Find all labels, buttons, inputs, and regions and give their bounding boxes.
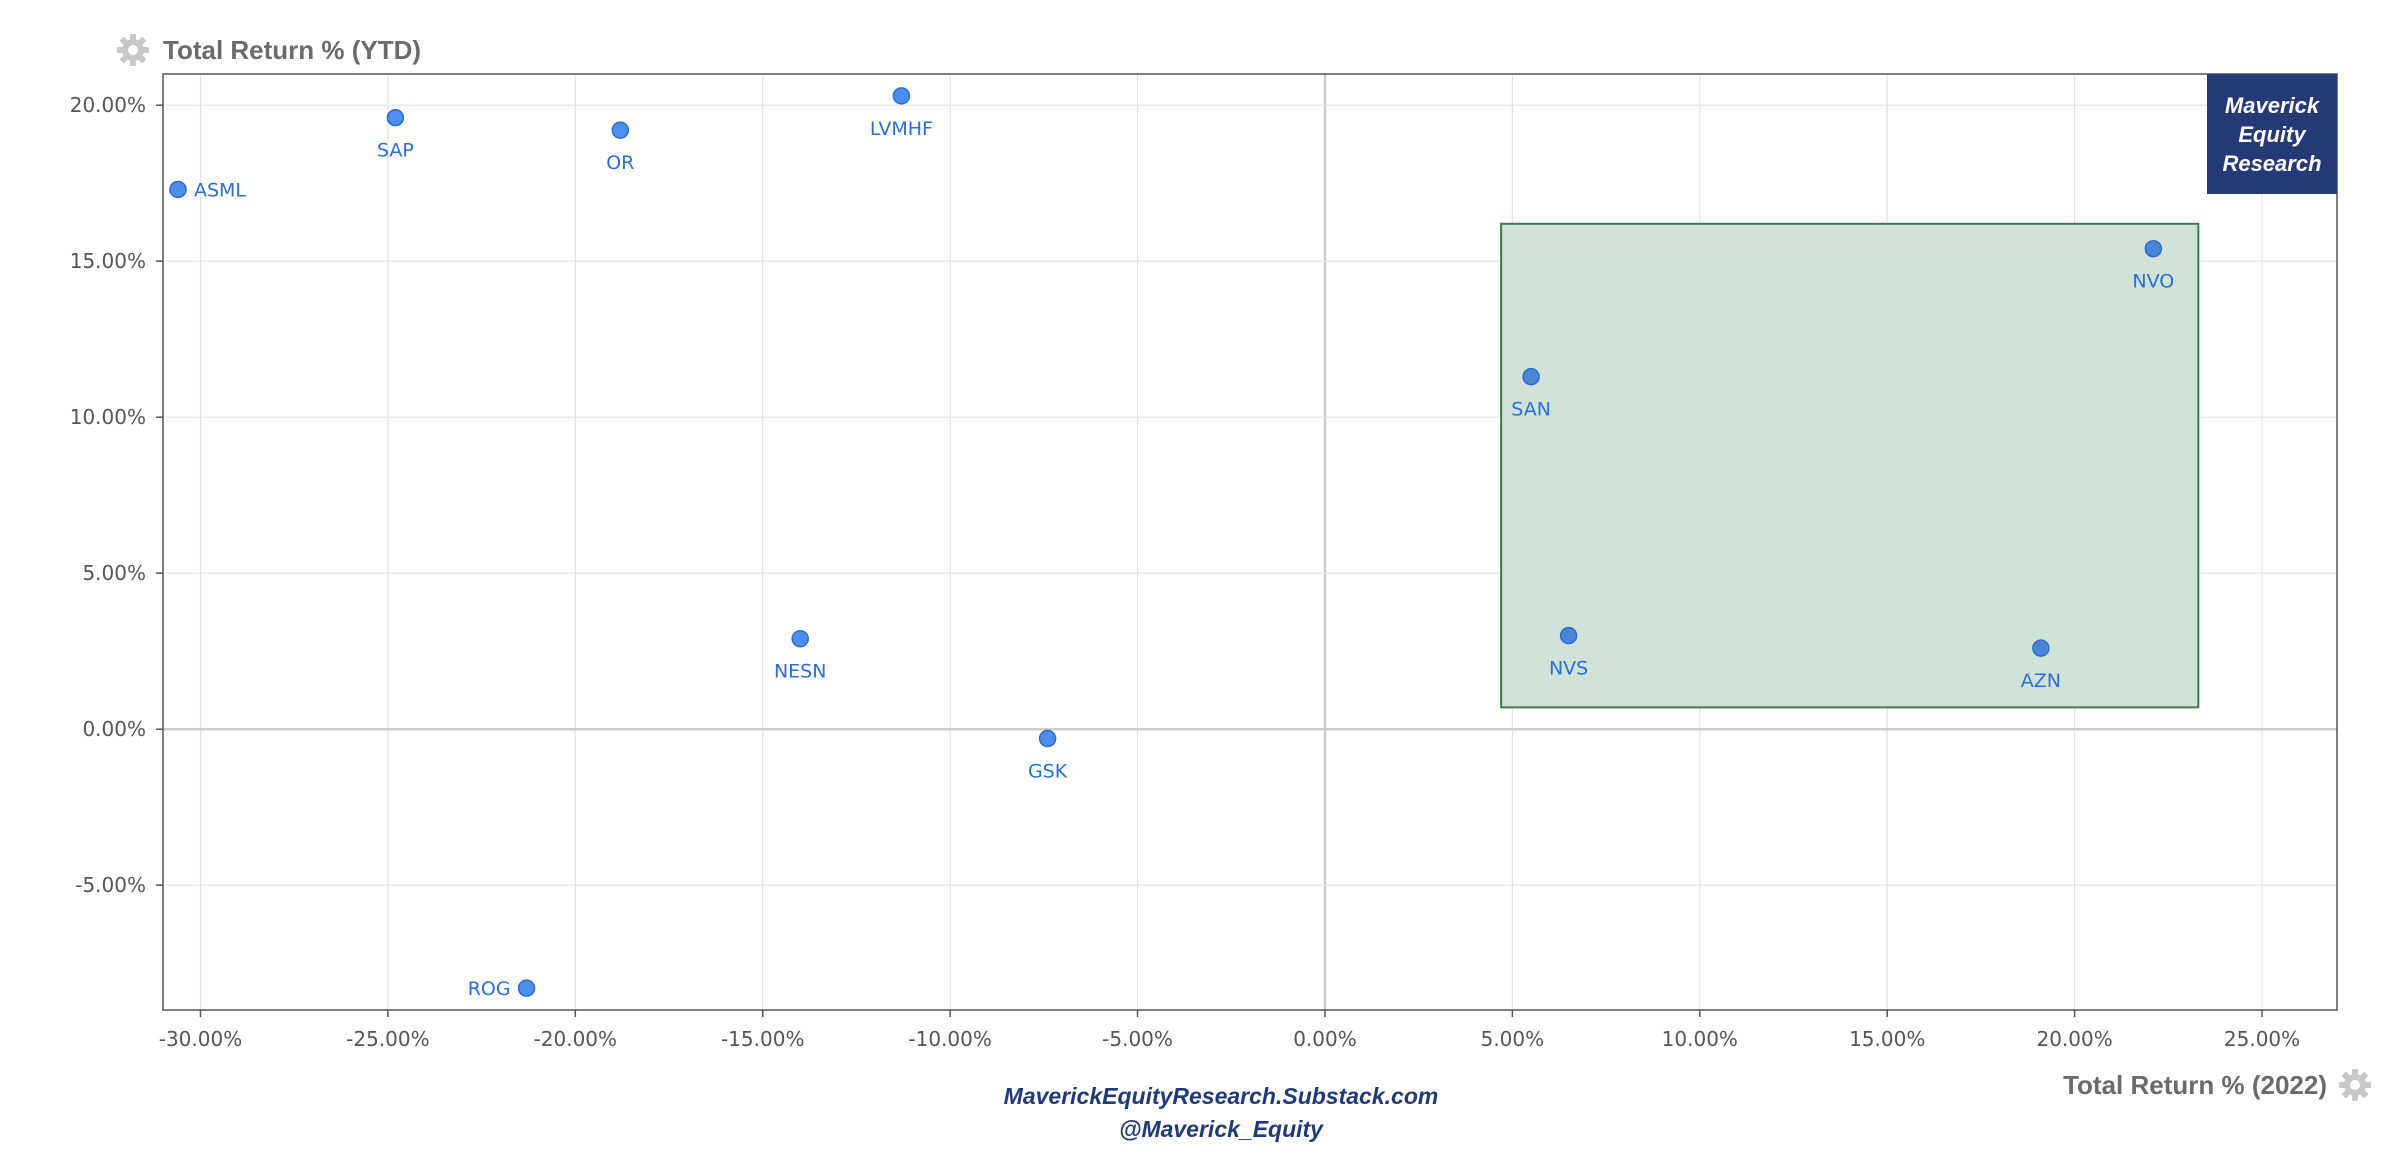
x-tick-label: -25.00% — [346, 1027, 429, 1051]
y-tick-label: 20.00% — [70, 93, 146, 117]
brand-watermark: Maverick Equity Research — [2207, 74, 2337, 194]
point-label-gsk: GSK — [1028, 761, 1068, 783]
x-tick-label: 5.00% — [1481, 1027, 1545, 1051]
y-tick-label: 15.00% — [70, 249, 146, 273]
point-label-or: OR — [606, 152, 634, 174]
plot-frame — [162, 73, 2338, 1011]
point-label-nvo: NVO — [2132, 271, 2174, 293]
x-axis-title: Total Return % (2022) — [2063, 1070, 2327, 1100]
brand-box — [2207, 74, 2337, 194]
point-nvs[interactable] — [1559, 626, 1578, 645]
point-rog[interactable] — [517, 979, 536, 997]
highlight-box — [1500, 222, 2200, 709]
point-nesn[interactable] — [791, 629, 809, 648]
x-tick-label: 20.00% — [2036, 1027, 2112, 1051]
gear-icon[interactable] — [2339, 1069, 2371, 1101]
point-label-azn: AZN — [2021, 670, 2061, 692]
y-tick-label: 0.00% — [82, 717, 146, 741]
x-tick-label: -30.00% — [159, 1027, 242, 1051]
x-axis-title-group: Total Return % (2022) — [2063, 1069, 2371, 1101]
point-label-san: SAN — [1511, 399, 1551, 421]
y-tick-label: 5.00% — [82, 561, 146, 585]
point-or[interactable] — [611, 121, 630, 139]
x-tick-label: 25.00% — [2224, 1027, 2300, 1051]
point-san[interactable] — [1522, 367, 1540, 386]
brand-line-3: Research — [2222, 151, 2321, 176]
x-tick-label: 0.00% — [1293, 1027, 1357, 1051]
point-label-lvmhf: LVMHF — [870, 118, 933, 140]
point-sap[interactable] — [386, 108, 405, 127]
brand-line-2: Equity — [2238, 122, 2307, 147]
point-label-asml: ASML — [194, 179, 246, 201]
point-label-nvs: NVS — [1549, 658, 1588, 680]
gear-icon[interactable] — [117, 34, 149, 66]
x-tick-label: 15.00% — [1849, 1027, 1925, 1051]
point-label-rog: ROG — [468, 978, 511, 1000]
x-axis-ticks: -30.00% -25.00% -20.00% -15.00% -10.00% -5.00… — [159, 1010, 2300, 1051]
x-tick-label: -5.00% — [1102, 1027, 1173, 1051]
x-tick-label: -15.00% — [721, 1027, 804, 1051]
y-axis-ticks: 20.00% 15.00% 10.00% 5.00% 0.00% -5.00% — [70, 93, 163, 897]
footer-url: MaverickEquityResearch.Substack.com — [1004, 1083, 1439, 1109]
point-gsk[interactable] — [1038, 729, 1057, 748]
highlight-region — [1500, 222, 2200, 709]
x-tick-label: 10.00% — [1662, 1027, 1738, 1051]
footer-handle: @Maverick_Equity — [1119, 1116, 1324, 1142]
y-tick-label: 10.00% — [70, 405, 146, 429]
point-label-sap: SAP — [377, 140, 414, 162]
x-tick-label: -10.00% — [908, 1027, 991, 1051]
point-label-nesn: NESN — [774, 661, 827, 683]
point-azn[interactable] — [2032, 639, 2050, 657]
y-tick-label: -5.00% — [75, 873, 146, 897]
y-axis-title: Total Return % (YTD) — [163, 35, 421, 65]
y-axis-title-group: Total Return % (YTD) — [117, 34, 421, 66]
point-lvmhf[interactable] — [892, 87, 911, 105]
data-points: ASML SAP OR LVMHF NESN GSK ROG SAN NVS AZN NVO — [169, 87, 2174, 1000]
x-tick-label: -20.00% — [534, 1027, 617, 1051]
point-asml[interactable] — [169, 180, 187, 199]
point-nvo[interactable] — [2144, 239, 2163, 258]
brand-line-1: Maverick — [2225, 93, 2321, 118]
